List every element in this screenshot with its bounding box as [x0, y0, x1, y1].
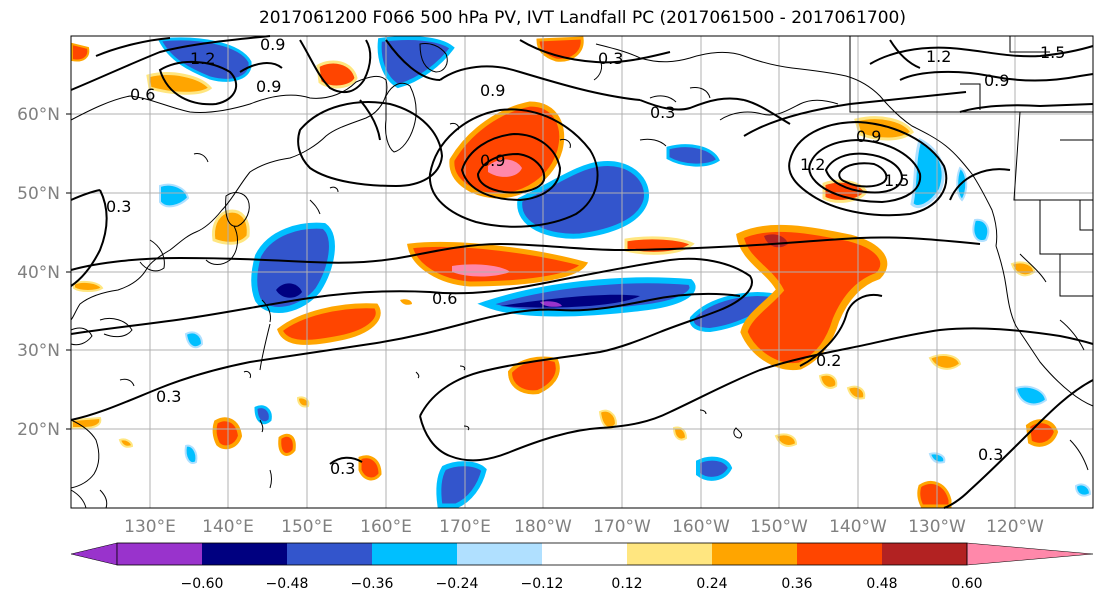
lat-tick-label: 60°N — [17, 105, 60, 125]
pv-contours — [70, 35, 1094, 509]
lon-tick-label: 130°W — [908, 517, 966, 537]
colorbar-swatch — [372, 543, 457, 565]
lon-tick-label: 130°E — [124, 517, 176, 537]
contour-label: 1.5 — [1040, 43, 1065, 62]
contour-label: 0.2 — [816, 351, 841, 370]
colorbar-tick-label: −0.24 — [436, 576, 479, 592]
colorbar-high-extension — [966, 542, 1094, 566]
contour-label: 1.2 — [800, 155, 825, 174]
contour-label: 0.9 — [480, 151, 505, 170]
colorbar-tick-label: −0.12 — [521, 576, 564, 592]
colorbar-swatch — [712, 543, 797, 565]
contour-label: 0.9 — [260, 35, 285, 54]
lat-axis: 60°N 50°N 40°N 30°N 20°N — [17, 105, 71, 440]
contour-label: 1.2 — [190, 49, 215, 68]
lon-tick-label: 160°E — [360, 517, 412, 537]
lat-tick-label: 40°N — [17, 263, 60, 283]
colorbar-swatch — [202, 543, 287, 565]
political-borders — [849, 36, 1093, 297]
lon-tick-label: 150°W — [750, 517, 808, 537]
lat-tick-label: 50°N — [17, 184, 60, 204]
contour-label: 0.3 — [978, 445, 1003, 464]
contour-label: 0.9 — [856, 127, 881, 146]
map-title: 2017061200 F066 500 hPa PV, IVT Landfall… — [258, 8, 906, 28]
lon-tick-label: 170°E — [439, 517, 491, 537]
contour-label: 0.3 — [650, 103, 675, 122]
colorbar-outline — [116, 542, 968, 566]
contour-label: 0.3 — [598, 49, 623, 68]
lon-tick-label: 180°W — [514, 517, 572, 537]
contour-label: 0.6 — [432, 289, 457, 308]
colorbar-tick-label: 0.12 — [611, 576, 642, 592]
contour-label: 0.9 — [984, 71, 1009, 90]
colorbar-swatch — [627, 543, 712, 565]
colorbar: −0.60 −0.48 −0.36 −0.24 −0.12 0.12 0.24 … — [70, 542, 1094, 592]
colorbar-swatch — [797, 543, 882, 565]
contour-label: 1.2 — [926, 47, 951, 66]
colorbar-swatch — [457, 543, 542, 565]
lon-tick-label: 160°W — [672, 517, 730, 537]
lat-tick-label: 30°N — [17, 341, 60, 361]
colorbar-tick-label: −0.36 — [351, 576, 394, 592]
contour-label: 0.6 — [130, 85, 155, 104]
lat-tick-label: 20°N — [17, 420, 60, 440]
colorbar-low-extension — [70, 542, 118, 566]
colorbar-tick-label: 0.48 — [866, 576, 897, 592]
contour-label: 0.3 — [330, 459, 355, 478]
lon-axis: 130°E 140°E 150°E 160°E 170°E 180°W 170°… — [124, 517, 1044, 537]
colorbar-tick-label: 0.24 — [696, 576, 727, 592]
contour-label: 0.3 — [106, 197, 131, 216]
lon-tick-label: 140°W — [829, 517, 887, 537]
lon-tick-label: 150°E — [281, 517, 333, 537]
colorbar-tick-label: 0.36 — [781, 576, 812, 592]
lon-tick-label: 120°W — [986, 517, 1044, 537]
contour-label: 0.9 — [480, 81, 505, 100]
contour-labels: 1.2 0.9 0.6 0.3 0.9 0.3 0.9 1.2 0.9 1.2 … — [106, 35, 1065, 478]
contour-label: 0.3 — [156, 387, 181, 406]
contour-label: 1.5 — [884, 171, 909, 190]
lon-tick-label: 140°E — [202, 517, 254, 537]
colorbar-tick-label: 0.60 — [951, 576, 982, 592]
colorbar-tick-label: −0.48 — [266, 576, 309, 592]
contour-label: 0.9 — [256, 77, 281, 96]
colorbar-swatch — [542, 543, 627, 565]
colorbar-tick-label: −0.60 — [181, 576, 224, 592]
colorbar-swatch — [882, 543, 967, 565]
lon-tick-label: 170°W — [593, 517, 651, 537]
colorbar-swatch — [287, 543, 372, 565]
colorbar-swatch — [117, 543, 202, 565]
